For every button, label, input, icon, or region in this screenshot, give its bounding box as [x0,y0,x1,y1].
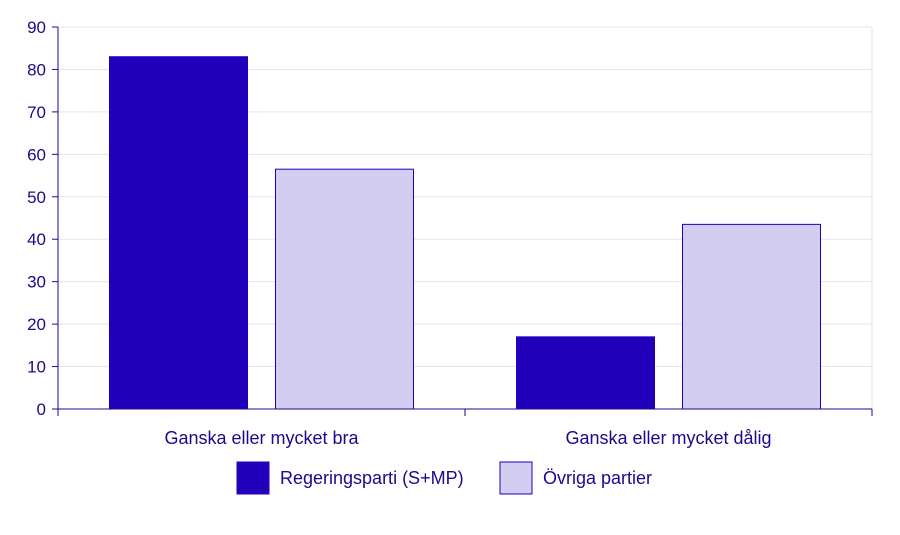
y-tick-label: 10 [27,358,46,377]
y-tick-label: 80 [27,60,46,79]
y-tick-label: 20 [27,315,46,334]
category-labels: Ganska eller mycket bra Ganska eller myck… [164,428,771,448]
y-tick-label: 90 [27,18,46,37]
y-tick-label: 0 [37,400,46,419]
axes [52,26,873,416]
bar [109,56,248,410]
legend-label: Övriga partier [543,468,652,488]
bar [275,168,414,410]
legend: Regeringsparti (S+MP) Övriga partier [236,461,652,495]
y-tick-label: 40 [27,230,46,249]
bar [682,223,821,410]
bar [516,336,655,410]
legend-swatch [236,461,270,495]
y-tick-label: 70 [27,103,46,122]
y-tick-label: 50 [27,188,46,207]
legend-label: Regeringsparti (S+MP) [280,468,464,488]
bars [109,56,821,410]
legend-swatch [499,461,533,495]
y-tick-label: 30 [27,273,46,292]
category-label: Ganska eller mycket bra [164,428,359,448]
y-tick-label: 60 [27,145,46,164]
category-label: Ganska eller mycket dålig [565,428,771,448]
y-tick-labels: 0 10 20 30 40 50 60 70 80 90 [27,18,46,419]
